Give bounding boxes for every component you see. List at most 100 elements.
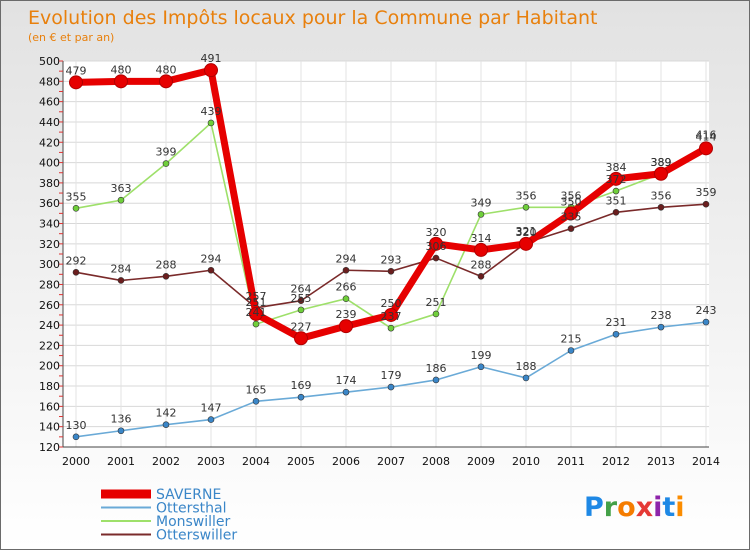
x-tick-label: 2008 <box>422 455 450 468</box>
x-tick-label: 2000 <box>62 455 90 468</box>
series-layer <box>69 63 713 441</box>
point-monswiller <box>162 160 170 167</box>
data-label-ottersthal: 186 <box>426 362 447 375</box>
y-tick-label: 280 <box>39 278 60 291</box>
data-label-ottersthal: 174 <box>336 374 357 387</box>
data-label-saverne: 480 <box>111 63 132 76</box>
data-label-monswiller: 372 <box>606 173 627 186</box>
point-otterswiller <box>432 254 440 262</box>
point-ottersthal <box>702 318 710 326</box>
data-label-otterswiller: 293 <box>381 253 402 266</box>
point-otterswiller <box>342 266 350 274</box>
point-saverne <box>564 206 578 221</box>
data-label-otterswiller: 359 <box>696 186 717 199</box>
data-label-monswiller: 439 <box>201 105 222 118</box>
point-saverne <box>654 166 668 181</box>
legend-label-saverne: SAVERNE <box>156 487 221 503</box>
point-otterswiller <box>702 200 710 208</box>
y-tick-label: 400 <box>39 157 60 170</box>
legend-label-otterswiller: Otterswiller <box>156 528 237 544</box>
data-label-ottersthal: 147 <box>201 402 222 415</box>
y-tick-label: 120 <box>39 441 60 454</box>
point-ottersthal <box>162 421 170 428</box>
point-saverne <box>384 307 398 322</box>
data-label-otterswiller: 288 <box>471 258 492 271</box>
point-monswiller <box>432 310 440 318</box>
y-tick-label: 380 <box>39 177 60 190</box>
x-tick-label: 2004 <box>242 455 270 468</box>
x-tick-label: 2002 <box>152 455 180 468</box>
y-tick-label: 480 <box>39 75 60 88</box>
axes: 120 140 160 180 200 220 240 260 280 300 320 340 360 3… <box>39 55 720 468</box>
legend-label-monswiller: Monswiller <box>156 514 231 530</box>
data-label-otterswiller: 257 <box>246 290 267 303</box>
chart-title: Evolution des Impôts locaux pour la Comm… <box>28 7 598 29</box>
x-tick-label: 2013 <box>647 455 675 468</box>
data-label-monswiller: 355 <box>66 190 87 203</box>
point-otterswiller <box>72 268 80 276</box>
x-tick-label: 2007 <box>377 455 405 468</box>
point-otterswiller <box>612 209 620 216</box>
x-tick-label: 2009 <box>467 455 495 468</box>
data-label-ottersthal: 231 <box>606 316 627 329</box>
point-ottersthal <box>342 388 350 396</box>
data-label-saverne: 480 <box>156 63 177 76</box>
data-label-otterswiller: 351 <box>606 194 627 207</box>
point-monswiller <box>252 320 260 328</box>
data-label-otterswiller: 294 <box>201 252 222 265</box>
point-monswiller <box>387 324 395 332</box>
point-saverne <box>609 171 623 186</box>
data-label-saverne: 320 <box>516 226 537 239</box>
data-label-monswiller: 251 <box>426 296 447 309</box>
x-tick-label: 2001 <box>107 455 135 468</box>
data-label-otterswiller: 288 <box>156 258 177 271</box>
y-tick-label: 340 <box>39 218 60 231</box>
y-tick-label: 180 <box>39 380 60 393</box>
data-label-monswiller: 389 <box>651 156 672 169</box>
data-label-saverne: 227 <box>291 320 312 333</box>
data-label-otterswiller: 292 <box>66 254 87 267</box>
point-monswiller <box>477 211 485 218</box>
x-tick-label: 2012 <box>602 455 630 468</box>
point-ottersthal <box>612 330 620 338</box>
x-tick-label: 2003 <box>197 455 225 468</box>
data-label-otterswiller: 356 <box>651 189 672 202</box>
y-tick-label: 240 <box>39 319 60 332</box>
point-monswiller <box>117 196 125 204</box>
point-ottersthal <box>297 393 305 401</box>
data-label-monswiller: 356 <box>561 189 582 202</box>
y-tick-label: 300 <box>39 258 60 271</box>
point-saverne <box>474 242 488 257</box>
y-tick-label: 260 <box>39 299 60 312</box>
point-otterswiller <box>207 266 215 274</box>
y-tick-label: 200 <box>39 360 60 373</box>
data-label-otterswiller: 264 <box>291 283 312 296</box>
point-ottersthal <box>477 363 485 371</box>
point-ottersthal <box>522 374 530 382</box>
point-saverne <box>249 306 263 321</box>
data-label-monswiller: 349 <box>471 196 492 209</box>
data-label-saverne: 389 <box>651 156 672 169</box>
point-otterswiller <box>162 273 170 280</box>
x-tick-label: 2005 <box>287 455 315 468</box>
data-label-ottersthal: 199 <box>471 349 492 362</box>
y-tick-label: 160 <box>39 400 60 413</box>
point-ottersthal <box>117 427 125 435</box>
y-tick-label: 360 <box>39 197 60 210</box>
data-label-monswiller: 266 <box>336 281 357 294</box>
point-saverne <box>519 236 533 251</box>
data-label-saverne: 251 <box>246 296 267 309</box>
logo-letter: P <box>584 492 604 523</box>
point-saverne <box>294 331 308 346</box>
data-label-ottersthal: 243 <box>696 304 717 317</box>
data-label-saverne: 350 <box>561 195 582 208</box>
point-monswiller <box>342 295 350 302</box>
y-tick-label: 140 <box>39 421 60 434</box>
data-label-saverne: 384 <box>606 161 627 174</box>
data-label-ottersthal: 165 <box>246 383 267 396</box>
proxiti-logo: Proxiti <box>584 492 685 523</box>
point-otterswiller <box>477 273 485 280</box>
point-ottersthal <box>207 416 215 423</box>
data-label-saverne: 320 <box>426 226 447 239</box>
